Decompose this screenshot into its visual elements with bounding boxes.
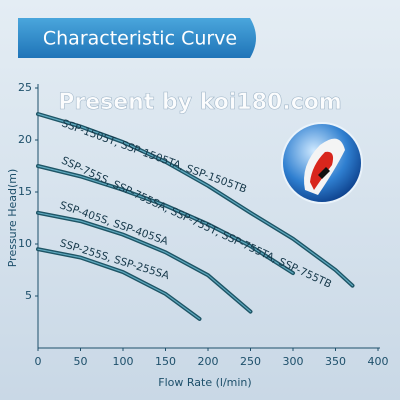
x-tick-label: 200 bbox=[198, 355, 219, 368]
title-banner bbox=[18, 18, 256, 58]
y-tick-label: 20 bbox=[18, 133, 32, 146]
y-tick-label: 10 bbox=[18, 237, 32, 250]
chart-title: Characteristic Curve bbox=[43, 28, 237, 50]
y-axis-title: Pressure Head(m) bbox=[6, 169, 19, 268]
x-tick-label: 150 bbox=[155, 355, 176, 368]
y-tick-label: 15 bbox=[18, 185, 32, 198]
x-tick-label: 300 bbox=[283, 355, 304, 368]
y-tick-label: 25 bbox=[18, 81, 32, 94]
watermark: Present by koi180.com bbox=[58, 90, 342, 115]
line-highlight bbox=[37, 113, 354, 287]
x-tick-label: 250 bbox=[240, 355, 261, 368]
koi-image bbox=[281, 122, 363, 204]
x-tick-label: 0 bbox=[35, 355, 42, 368]
y-tick-label: 5 bbox=[25, 289, 32, 302]
line-highlight bbox=[37, 248, 201, 320]
x-axis-title: Flow Rate (l/min) bbox=[158, 376, 251, 389]
line-highlight bbox=[37, 165, 294, 274]
x-tick-label: 400 bbox=[368, 355, 389, 368]
x-tick-label: 100 bbox=[113, 355, 134, 368]
x-tick-label: 350 bbox=[325, 355, 346, 368]
line-highlight bbox=[37, 212, 252, 313]
x-tick-label: 50 bbox=[74, 355, 88, 368]
